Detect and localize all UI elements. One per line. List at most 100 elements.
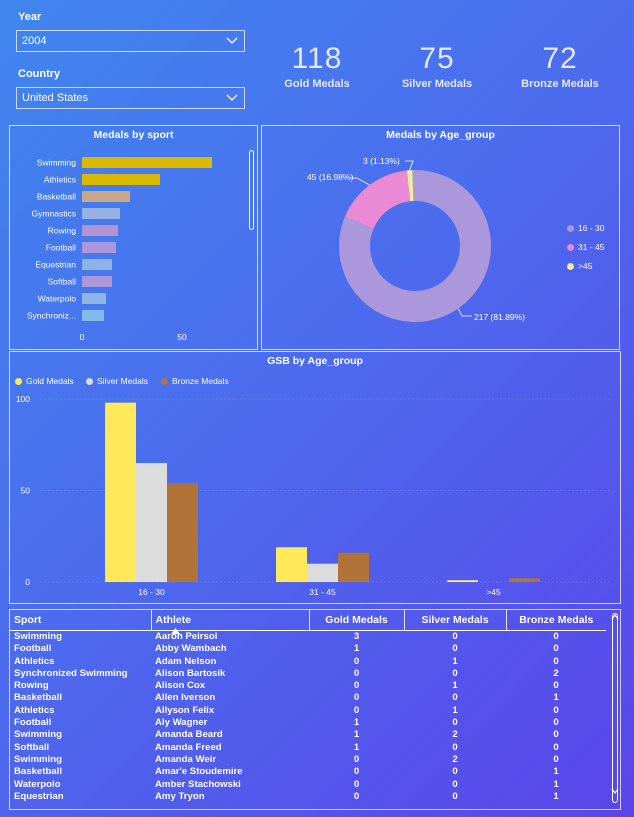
bar-athletics [82,174,160,185]
cell-bronze: 1 [553,790,559,802]
cell-gold: 0 [353,766,360,778]
legend-item-31-45[interactable]: 31 - 45 [567,242,604,252]
donut-slice-1 [344,170,411,229]
cell-silver: 2 [452,729,458,741]
column-header-athlete[interactable]: Athlete [151,610,310,631]
cell-sport: Football [14,717,52,729]
legend-dot-31-45 [567,244,574,251]
bar-silver [136,463,167,582]
table-row[interactable]: Equestrian Amy Tryon 0 0 1 [10,791,606,803]
legend-item-gold[interactable]: Gold Medals [15,376,74,386]
cell-athlete: Amy Tryon [155,790,205,802]
cell-sport: Swimming [14,631,62,642]
column-header-gold[interactable]: Gold Medals [309,610,405,631]
table-row[interactable]: Waterpolo Amber Stachowski 0 0 1 [10,779,606,791]
cell-athlete: Allen Iverson [155,692,216,704]
chevron-down-icon [226,94,238,101]
cell-gold: 0 [353,692,360,704]
cell-athlete: Amanda Weir [155,753,217,765]
kpi-gold-label: Gold Medals [284,78,350,90]
cell-gold: 3 [353,631,360,642]
cell-bronze: 0 [553,680,559,692]
cell-gold: 0 [353,655,360,667]
cell-sport: Waterpolo [14,778,61,790]
cell-bronze: 0 [553,631,559,642]
table-scrollbar[interactable] [612,613,618,803]
cell-silver: 1 [452,704,458,716]
cell-bronze: 0 [553,753,559,765]
table-row[interactable]: Softball Amanda Freed 1 0 0 [10,742,606,754]
kpi-silver-label: Silver Medals [401,78,473,90]
gsb-by-age-panel: GSB by Age_group Gold Medals Silver Meda… [9,351,621,604]
cell-sport: Swimming [14,753,62,765]
sort-ascending-icon[interactable] [171,628,180,634]
bar-category-label: Waterpolo [38,294,77,304]
cell-athlete: Aly Wagner [155,717,208,729]
legend-item-bronze[interactable]: Bronze Medals [161,376,229,386]
kpi-gold-card: 118 Gold Medals [262,42,372,90]
table-row[interactable]: Rowing Alison Cox 0 1 0 [10,680,606,692]
legend-item-silver[interactable]: Silver Medals [86,376,148,386]
legend-dot-gold [15,378,22,385]
column-header-bronze[interactable]: Bronze Medals [506,610,606,631]
legend-dot-45plus [567,263,574,270]
table-row[interactable]: Swimming Aaron Peirsol 3 0 0 [10,631,606,644]
sport-chart-scrollbar[interactable] [249,150,254,230]
gsb-by-age-title: GSB by Age_group [267,355,363,367]
cell-sport: Athletics [14,704,55,716]
athlete-table-panel: Sport Athlete Gold Medals Silver Medals … [9,609,621,810]
bar-silver [307,563,338,582]
legend-label-16-30: 16 - 30 [578,223,605,233]
bar-rowing [82,225,118,236]
cell-silver: 1 [452,655,458,667]
x-tick-label: 0 [80,332,85,342]
bar-basketball [82,191,130,202]
column-header-sport[interactable]: Sport [10,610,152,631]
table-row[interactable]: Football Aly Wagner 1 0 0 [10,717,606,729]
legend-dot-silver [86,378,93,385]
bar-gold [447,580,478,582]
bar-category-label: Synchroniz... [27,311,76,321]
scroll-down-icon[interactable] [611,788,619,794]
cell-bronze: 2 [553,667,559,679]
cell-bronze: 0 [553,704,559,716]
legend-dot-bronze [161,378,168,385]
medals-by-sport-panel: Medals by sport Swimming Athletics Basketb… [9,125,258,350]
table-row[interactable]: Football Abby Wambach 1 0 0 [10,643,606,655]
column-header-silver[interactable]: Silver Medals [404,610,507,631]
cell-sport: Softball [14,741,50,753]
table-row[interactable]: Swimming Amanda Weir 0 2 0 [10,754,606,766]
table-row[interactable]: Synchronized Swimming Alison Bartosik 0 0 2 [10,668,606,680]
cell-gold: 0 [353,667,360,679]
cell-athlete: Amar'e Stoudemire [155,766,243,778]
x-category-label: 31 - 45 [309,587,336,597]
table-row[interactable]: Swimming Amanda Beard 1 2 0 [10,729,606,741]
cell-bronze: 1 [553,778,559,790]
cell-gold: 1 [353,717,360,729]
y-tick-label: 0 [25,577,30,587]
bar-softball [82,276,112,287]
cell-gold: 1 [353,643,360,655]
table-row[interactable]: Basketball Amar'e Stoudemire 0 0 1 [10,766,606,778]
country-dropdown[interactable]: United States [16,87,245,109]
legend-item-45plus[interactable]: >45 [567,261,592,271]
table-row[interactable]: Basketball Allen Iverson 0 0 1 [10,692,606,704]
table-row[interactable]: Athletics Allyson Felix 0 1 0 [10,705,606,717]
cell-athlete: Abby Wambach [155,643,227,655]
medals-by-sport-chart: Swimming Athletics Basketball Gymnastics Row… [27,157,212,342]
legend-item-16-30[interactable]: 16 - 30 [567,223,604,233]
cell-silver: 0 [452,692,458,704]
cell-sport: Rowing [14,680,49,692]
chevron-down-icon [226,37,238,44]
cell-athlete: Adam Nelson [155,655,217,667]
year-dropdown[interactable]: 2004 [16,30,245,52]
athlete-table: Sport Athlete Gold Medals Silver Medals … [10,610,606,803]
y-tick-label: 50 [21,486,31,496]
donut-data-label: 3 (1.13%) [363,156,400,166]
bar-waterpolo [82,293,106,304]
scroll-up-icon[interactable] [611,614,619,620]
table-body: Swimming Aaron Peirsol 3 0 0 Football Abby Wam… [10,631,606,804]
x-tick-label: 50 [177,332,187,342]
cell-sport: Swimming [14,729,62,741]
table-row[interactable]: Athletics Adam Nelson 0 1 0 [10,656,606,668]
